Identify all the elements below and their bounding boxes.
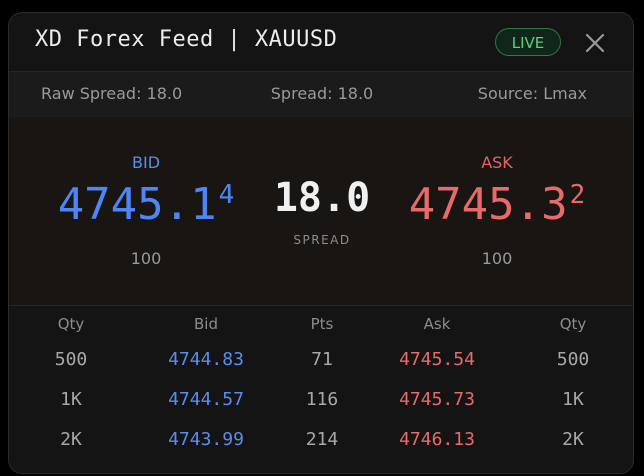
live-badge: LIVE bbox=[495, 28, 561, 56]
spread-label: SPREAD bbox=[293, 233, 351, 247]
table-cell: 214 bbox=[305, 429, 339, 450]
column-header: Bid bbox=[194, 315, 218, 333]
bid-label: BID bbox=[131, 153, 161, 172]
ask-price: 4745.32 bbox=[409, 179, 586, 230]
spread-info: Spread: 18.0 bbox=[270, 84, 374, 103]
column-header: Pts bbox=[310, 315, 334, 333]
ask-price-main: 4745.3 bbox=[408, 179, 568, 230]
table-cell: 1K bbox=[60, 389, 82, 410]
feed-panel: XD Forex Feed | XAUUSD LIVE Raw Spread: … bbox=[8, 12, 634, 474]
table-cell: 2K bbox=[60, 429, 82, 450]
table-cell: 116 bbox=[305, 389, 339, 410]
bid-size: 100 bbox=[130, 249, 162, 268]
spread-value: 18.0 bbox=[273, 175, 371, 221]
bid-price: 4745.14 bbox=[58, 179, 235, 230]
close-button[interactable] bbox=[583, 31, 607, 55]
table-cell: 2K bbox=[562, 429, 584, 450]
info-bar: Raw Spread: 18.0 Spread: 18.0 Source: Lm… bbox=[9, 71, 633, 119]
table-cell: 4745.73 bbox=[399, 389, 475, 410]
table-cell: 71 bbox=[311, 349, 333, 370]
table-cell: 500 bbox=[556, 349, 590, 370]
column-header: Ask bbox=[423, 315, 451, 333]
table-cell: 4744.83 bbox=[168, 349, 244, 370]
quote-panel: BID 4745.14 100 18.0 SPREAD ASK 4745.32 … bbox=[9, 117, 633, 306]
bid-price-main: 4745.1 bbox=[57, 179, 217, 230]
raw-spread: Raw Spread: 18.0 bbox=[41, 84, 183, 103]
column-header: Qty bbox=[559, 315, 587, 333]
source: Source: Lmax bbox=[477, 84, 587, 103]
table-cell: 4746.13 bbox=[399, 429, 475, 450]
ask-size: 100 bbox=[481, 249, 513, 268]
table-cell: 4744.57 bbox=[168, 389, 244, 410]
ask-pip: 2 bbox=[569, 180, 586, 210]
table-cell: 4743.99 bbox=[168, 429, 244, 450]
table-cell: 1K bbox=[562, 389, 584, 410]
table-cell: 4745.54 bbox=[399, 349, 475, 370]
column-header: Qty bbox=[57, 315, 85, 333]
bid-pip: 4 bbox=[218, 180, 235, 210]
ask-label: ASK bbox=[481, 153, 513, 172]
panel-title: XD Forex Feed | XAUUSD bbox=[35, 27, 338, 52]
table-cell: 500 bbox=[54, 349, 88, 370]
